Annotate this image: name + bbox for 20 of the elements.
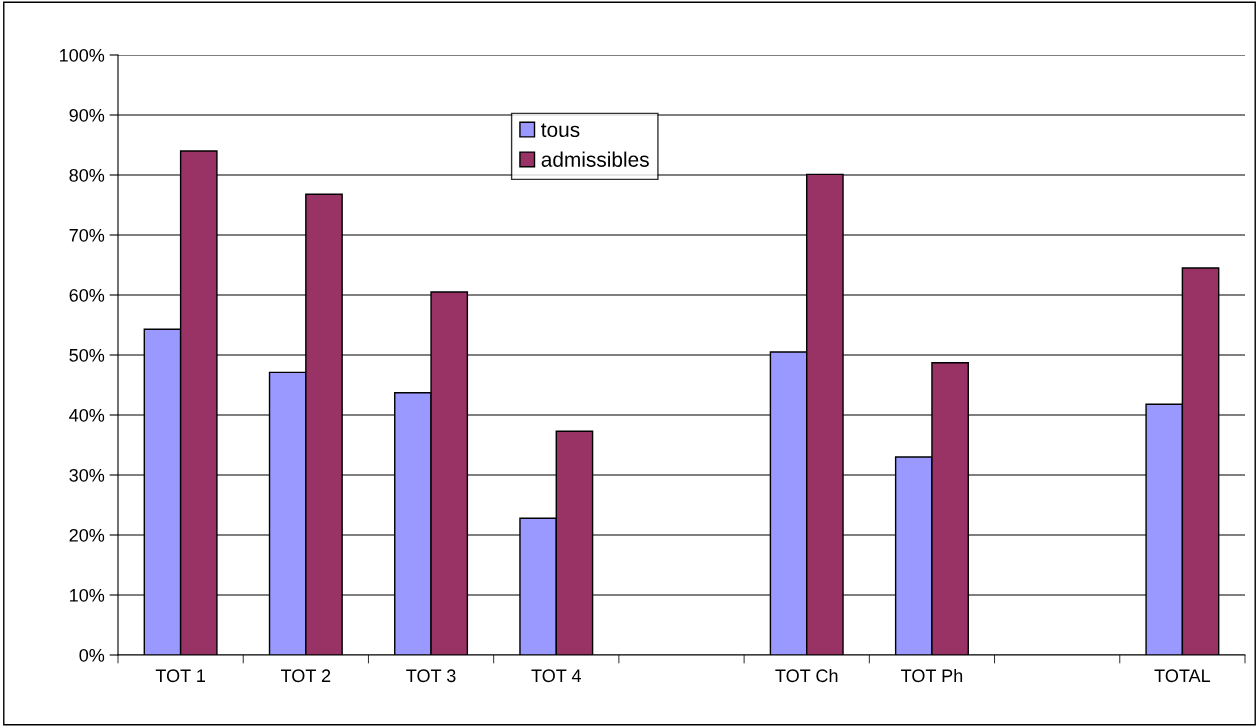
- x-tick-label: TOTAL: [1154, 669, 1211, 683]
- y-tick-label: 90%: [69, 108, 105, 122]
- y-tick-label: 10%: [70, 588, 105, 602]
- x-tick-label: TOT 1: [155, 669, 205, 683]
- y-tick-label: 40%: [69, 408, 105, 422]
- y-tick-label: 0%: [79, 648, 105, 662]
- y-tick-label: 20%: [69, 528, 105, 542]
- x-tick-label: TOT 4: [531, 669, 582, 683]
- y-tick-label: 100%: [60, 48, 105, 62]
- y-tick-label: 30%: [69, 468, 105, 482]
- x-tick-label: TOT Ph: [901, 668, 963, 683]
- y-tick-label: 60%: [69, 288, 105, 302]
- legend-label: tous: [541, 123, 580, 138]
- legend-label: admissibles: [541, 151, 649, 167]
- x-tick-label: TOT 3: [406, 669, 456, 683]
- x-tick-label: TOT 2: [280, 669, 331, 683]
- y-tick-label: 80%: [69, 168, 105, 182]
- y-tick-label: 70%: [69, 228, 105, 242]
- x-tick-label: TOT Ch: [775, 668, 838, 683]
- y-tick-label: 50%: [69, 348, 105, 362]
